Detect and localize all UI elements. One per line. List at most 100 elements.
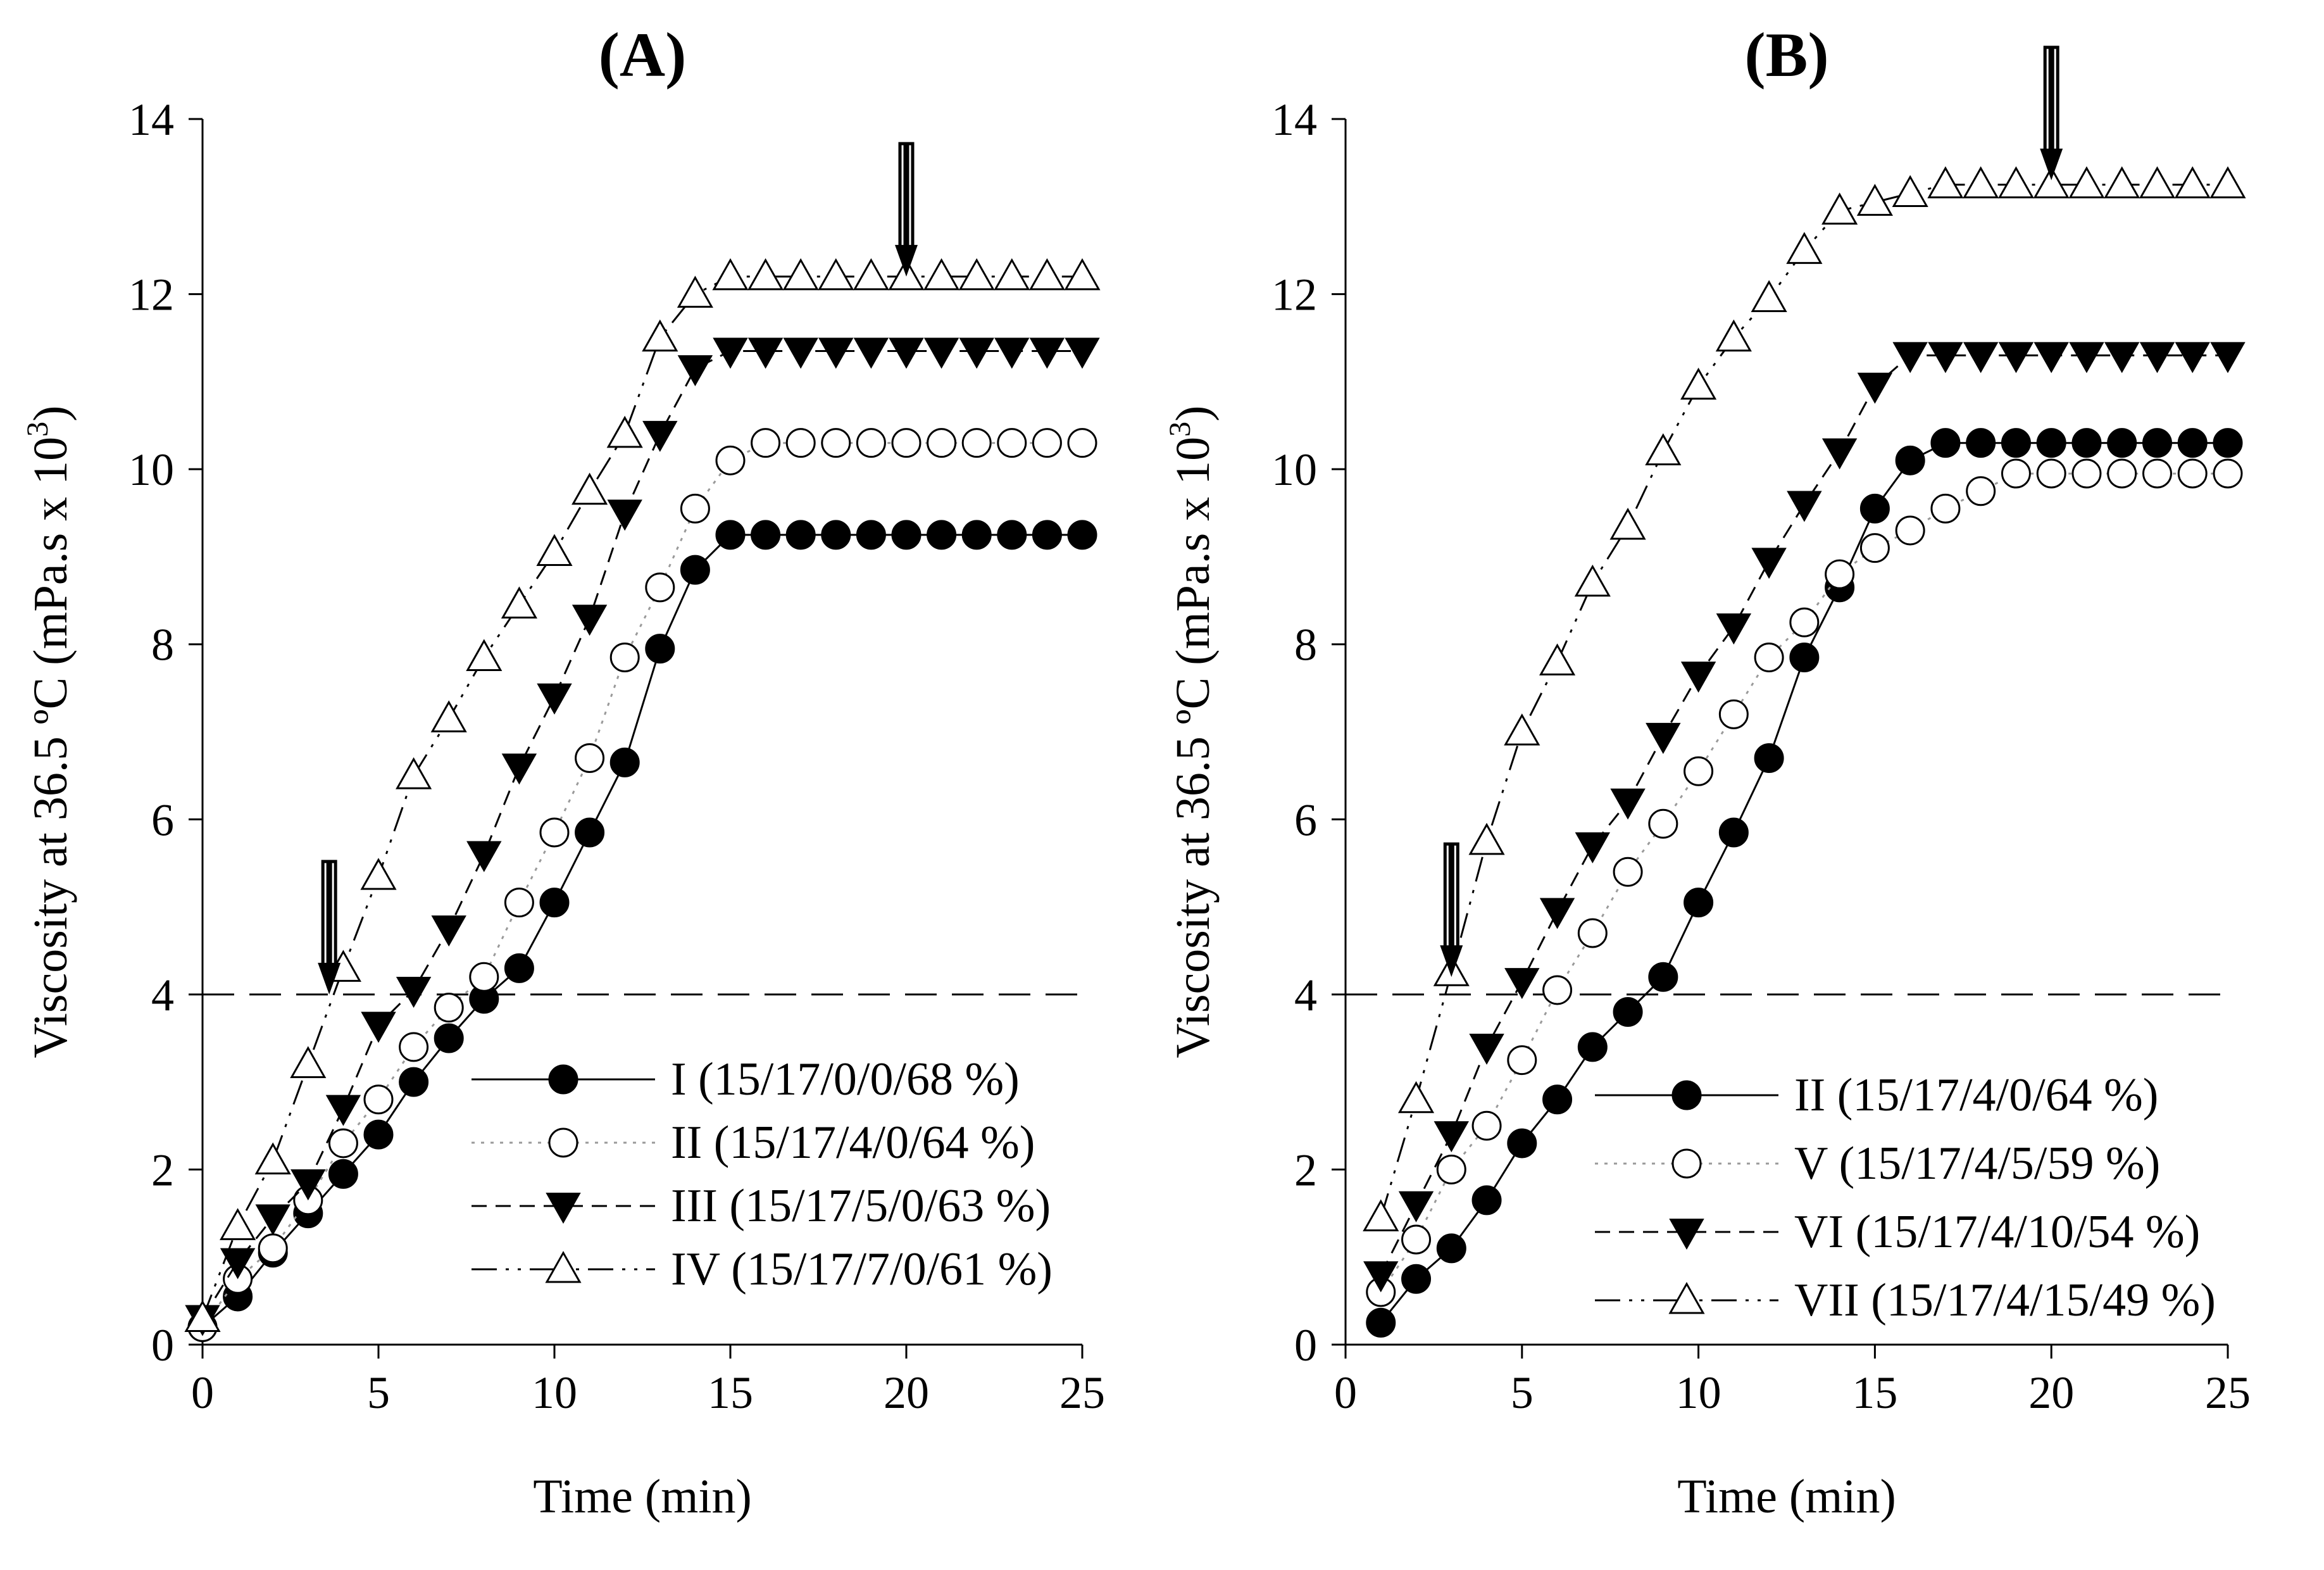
data-point bbox=[184, 1300, 221, 1333]
data-point bbox=[923, 337, 959, 369]
data-point bbox=[1539, 643, 1576, 675]
data-point bbox=[504, 888, 534, 918]
data-point bbox=[1610, 788, 1646, 820]
panel-b-x-tick-label: 25 bbox=[2205, 1367, 2251, 1418]
panel-b-y-tick-label: 14 bbox=[1271, 94, 1317, 145]
data-point bbox=[2104, 342, 2140, 374]
data-point bbox=[1895, 515, 1925, 546]
panel-b-series-v bbox=[1366, 458, 2243, 1307]
data-point bbox=[1064, 258, 1101, 291]
data-point bbox=[2139, 166, 2176, 199]
data-point bbox=[1609, 507, 1646, 540]
data-point bbox=[2210, 342, 2246, 374]
data-point bbox=[220, 1208, 256, 1240]
data-point bbox=[959, 337, 994, 369]
data-point bbox=[645, 572, 675, 603]
legend-marker bbox=[1668, 1281, 1705, 1314]
legend-label: VII (15/17/4/15/49 %) bbox=[1794, 1274, 2216, 1326]
legend-label: III (15/17/5/0/63 %) bbox=[671, 1180, 1051, 1232]
data-point bbox=[466, 841, 502, 872]
data-point bbox=[961, 520, 992, 550]
legend-entry: IV (15/17/7/0/61 %) bbox=[472, 1243, 1053, 1295]
data-point bbox=[1859, 533, 1890, 563]
data-point bbox=[1787, 491, 1822, 522]
panel-b-y-tick-label: 0 bbox=[1294, 1320, 1317, 1371]
panel-b-y-tick-label: 6 bbox=[1294, 794, 1317, 845]
data-point bbox=[785, 428, 816, 458]
data-point bbox=[1029, 337, 1065, 369]
data-point bbox=[1613, 857, 1643, 887]
data-point bbox=[328, 1159, 358, 1189]
data-point bbox=[363, 1084, 394, 1115]
data-point bbox=[1471, 1185, 1502, 1215]
data-point bbox=[536, 534, 573, 567]
legend-marker bbox=[548, 1127, 578, 1158]
panel-b-y-axis-label: Viscosity at 36.5 ºC (mPa.s x 103) bbox=[1163, 406, 1220, 1058]
data-point bbox=[539, 817, 570, 848]
data-point bbox=[2142, 428, 2172, 458]
data-point bbox=[328, 1128, 358, 1159]
data-point bbox=[1859, 493, 1890, 524]
data-point bbox=[1434, 1121, 1469, 1153]
data-point bbox=[782, 258, 819, 291]
data-point bbox=[1542, 1084, 1573, 1115]
data-point bbox=[1751, 548, 1787, 579]
data-point bbox=[575, 743, 605, 773]
data-point bbox=[1716, 613, 1752, 645]
data-point bbox=[399, 1067, 429, 1097]
data-point bbox=[504, 953, 534, 983]
data-point bbox=[1930, 493, 1961, 524]
data-point bbox=[430, 700, 467, 732]
panel-b-y-tick-label: 12 bbox=[1271, 270, 1317, 320]
data-point bbox=[1645, 433, 1682, 465]
data-point bbox=[713, 337, 748, 369]
data-point bbox=[2177, 428, 2208, 458]
data-point bbox=[434, 1023, 464, 1053]
data-point bbox=[1574, 564, 1611, 597]
legend-entry: VI (15/17/4/10/54 %) bbox=[1595, 1206, 2200, 1258]
panel-b-y-axis-label-group: Viscosity at 36.5 ºC (mPa.s x 103) bbox=[1163, 406, 1220, 1058]
data-point bbox=[1436, 1233, 1466, 1264]
data-point bbox=[715, 445, 746, 475]
panel-a-legend: I (15/17/0/0/68 %) II (15/17/4/0/64 %) III… bbox=[472, 1053, 1053, 1295]
panel-a-y-axis-label-group: Viscosity at 36.5 ºC (mPa.s x 103) bbox=[21, 406, 77, 1058]
data-point bbox=[1613, 997, 1643, 1027]
legend-entry: III (15/17/5/0/63 %) bbox=[472, 1180, 1051, 1232]
data-point bbox=[821, 428, 851, 458]
panel-b-x-tick-label: 0 bbox=[1334, 1367, 1357, 1418]
data-point bbox=[1398, 1191, 1434, 1222]
data-point bbox=[2001, 458, 2031, 489]
data-point bbox=[712, 258, 749, 291]
legend-marker bbox=[1669, 1219, 1704, 1250]
data-point bbox=[2213, 428, 2243, 458]
data-point bbox=[642, 319, 678, 352]
data-point bbox=[501, 586, 537, 619]
data-point bbox=[997, 520, 1027, 550]
data-point bbox=[680, 493, 710, 524]
panel-a-y-tick-label: 14 bbox=[128, 94, 174, 145]
data-point bbox=[1028, 258, 1065, 291]
panel-a-x-tick-label: 10 bbox=[532, 1367, 577, 1418]
data-point bbox=[1436, 1154, 1466, 1184]
data-point bbox=[254, 1142, 291, 1175]
data-point bbox=[2071, 458, 2102, 489]
data-point bbox=[783, 337, 818, 369]
data-point bbox=[2034, 342, 2069, 374]
data-point bbox=[1966, 428, 1996, 458]
arrow-down-icon bbox=[2040, 46, 2063, 180]
panel-a-x-tick-label: 20 bbox=[884, 1367, 929, 1418]
data-point bbox=[747, 337, 784, 369]
data-point bbox=[1067, 520, 1097, 550]
panel-b-y-tick-label: 10 bbox=[1271, 444, 1317, 495]
data-point bbox=[1718, 817, 1749, 848]
legend-label: IV (15/17/7/0/61 %) bbox=[671, 1243, 1053, 1295]
data-point bbox=[961, 428, 992, 458]
panel-a-y-tick-label: 0 bbox=[151, 1320, 174, 1371]
data-point bbox=[609, 642, 640, 672]
panel-b-legend: II (15/17/4/0/64 %) V (15/17/4/5/59 %) VI … bbox=[1595, 1069, 2216, 1326]
data-point bbox=[1468, 822, 1505, 855]
panel-a-x-tick-label: 0 bbox=[191, 1367, 214, 1418]
legend-label: II (15/17/4/0/64 %) bbox=[671, 1117, 1035, 1169]
data-point bbox=[258, 1233, 288, 1264]
data-point bbox=[606, 415, 643, 448]
